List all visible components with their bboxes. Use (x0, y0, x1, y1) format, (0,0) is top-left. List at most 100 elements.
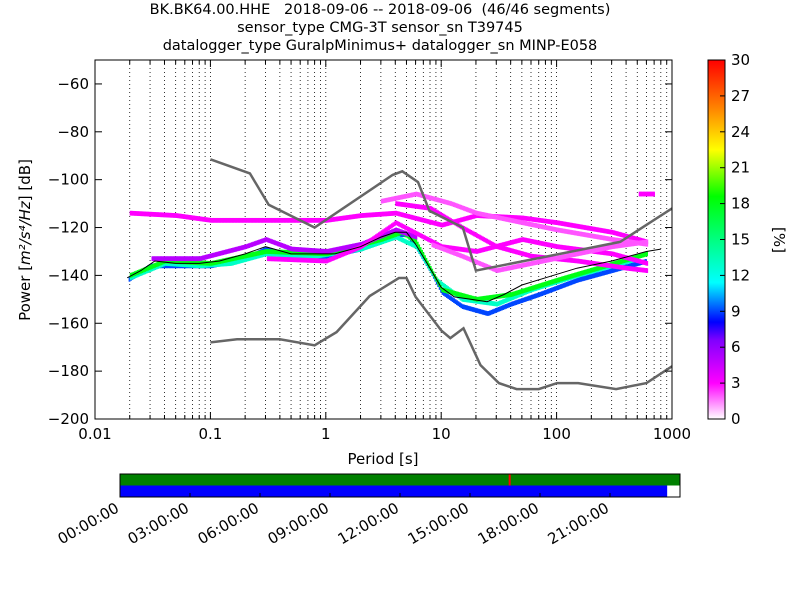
psd-cell (523, 215, 526, 221)
psd-cell (284, 252, 286, 258)
psd-cell (646, 261, 649, 266)
psd-cell (441, 287, 444, 293)
psd-cell (390, 229, 393, 235)
psd-cell (178, 213, 181, 219)
psd-cell (559, 244, 562, 250)
psd-cell (312, 250, 315, 256)
psd-cell (403, 238, 406, 244)
psd-cell (161, 262, 164, 268)
psd-cell (454, 251, 457, 256)
psd-cell (291, 217, 294, 223)
psd-cell (617, 231, 620, 237)
psd-cell (434, 243, 437, 249)
psd-cell (320, 248, 323, 254)
psd-cell (570, 280, 572, 286)
psd-cell (561, 244, 564, 250)
psd-cell (581, 259, 584, 265)
psd-cell (607, 263, 610, 268)
psd-cell (380, 211, 383, 217)
psd-cell (505, 303, 507, 309)
psd-cell (385, 238, 387, 244)
psd-cell (455, 246, 458, 252)
psd-cell (321, 248, 324, 254)
psd-cell (243, 257, 246, 263)
psd-cell (305, 250, 308, 256)
psd-cell (393, 232, 396, 238)
psd-cell (181, 256, 184, 262)
psd-cell (167, 212, 170, 218)
psd-cell (359, 213, 361, 219)
psd-cell (496, 294, 498, 299)
psd-cell (302, 257, 305, 263)
psd-cell (271, 217, 273, 223)
psd-cell (269, 217, 272, 223)
psd-cell (297, 247, 300, 252)
psd-cell (487, 311, 490, 316)
psd-cell (268, 256, 271, 262)
psd-cell (356, 246, 359, 251)
psd-cell (393, 210, 396, 216)
psd-cell (553, 219, 556, 225)
colorbar-tick-label: 18 (731, 195, 750, 213)
psd-cell (541, 291, 544, 297)
psd-cell (448, 289, 451, 295)
psd-cell (631, 266, 634, 272)
psd-cell (435, 244, 438, 249)
psd-cell (559, 228, 562, 233)
psd-cell (317, 248, 320, 254)
psd-cell (164, 258, 167, 264)
psd-cell (470, 257, 473, 263)
psd-cell (519, 298, 522, 304)
psd-cell (220, 250, 223, 256)
psd-cell (369, 212, 372, 218)
psd-cell (412, 192, 415, 198)
psd-cell (232, 260, 234, 266)
psd-cell (618, 243, 621, 249)
psd-cell (432, 242, 435, 248)
psd-cell (634, 236, 637, 242)
psd-cell (522, 297, 525, 303)
psd-cell (448, 245, 451, 251)
psd-cell (572, 279, 575, 285)
psd-cell (255, 251, 258, 257)
psd-cell (637, 240, 640, 246)
psd-cell (600, 271, 603, 277)
psd-cell (626, 265, 628, 271)
psd-cell (209, 253, 212, 259)
psd-cell (321, 217, 324, 223)
psd-cell (512, 248, 514, 254)
psd-cell (613, 267, 616, 273)
psd-cell (602, 262, 605, 268)
psd-cell (390, 211, 393, 216)
psd-cell (438, 197, 441, 203)
psd-cell (330, 248, 333, 253)
psd-cell (184, 214, 187, 220)
psd-cell (395, 227, 398, 233)
psd-cell (421, 217, 423, 223)
psd-cell (145, 268, 148, 274)
psd-cell (554, 286, 556, 292)
psd-cell (224, 257, 227, 263)
psd-cell (276, 217, 279, 223)
psd-cell (640, 191, 642, 197)
psd-cell (465, 294, 468, 299)
psd-cell (419, 192, 422, 198)
psd-cell (440, 287, 443, 293)
psd-cell (530, 253, 533, 259)
psd-cell (222, 217, 224, 223)
psd-cell (549, 287, 552, 293)
psd-cell (167, 258, 170, 264)
psd-cell (496, 215, 499, 220)
psd-cell (428, 263, 431, 269)
psd-cell (386, 197, 389, 203)
psd-cell (516, 290, 519, 296)
x-tick-label: 0.1 (198, 425, 222, 443)
psd-cell (331, 217, 334, 222)
psd-cell (367, 212, 370, 218)
psd-cell (383, 236, 386, 241)
psd-cell (471, 307, 474, 312)
psd-cell (219, 217, 222, 223)
psd-cell (474, 259, 477, 265)
psd-cell (600, 262, 602, 267)
psd-cell (598, 249, 601, 255)
